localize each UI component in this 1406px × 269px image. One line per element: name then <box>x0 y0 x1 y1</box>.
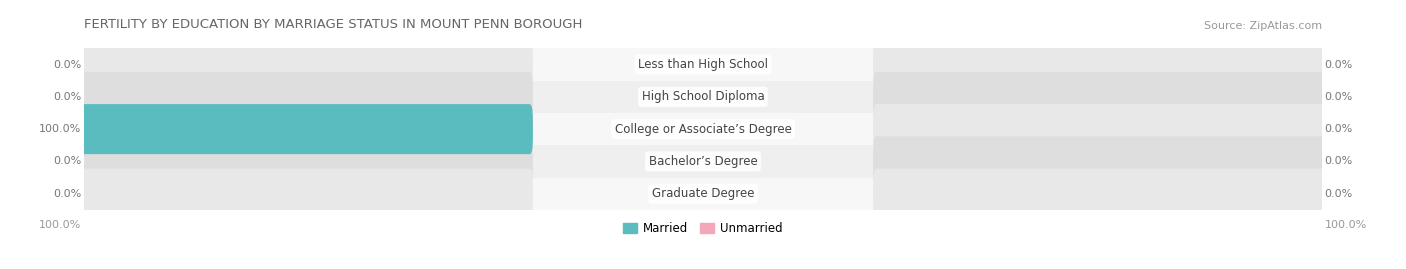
Text: 100.0%: 100.0% <box>39 124 82 134</box>
FancyBboxPatch shape <box>82 40 533 90</box>
Text: High School Diploma: High School Diploma <box>641 90 765 103</box>
Text: Graduate Degree: Graduate Degree <box>652 187 754 200</box>
Bar <box>84 145 1322 178</box>
Text: 100.0%: 100.0% <box>1324 220 1367 229</box>
FancyBboxPatch shape <box>873 104 1324 154</box>
Text: 0.0%: 0.0% <box>1324 156 1353 167</box>
FancyBboxPatch shape <box>82 169 533 219</box>
Text: 0.0%: 0.0% <box>1324 59 1353 70</box>
Legend: Married, Unmarried: Married, Unmarried <box>619 217 787 239</box>
Text: 0.0%: 0.0% <box>1324 124 1353 134</box>
Text: Source: ZipAtlas.com: Source: ZipAtlas.com <box>1204 21 1322 31</box>
FancyBboxPatch shape <box>82 136 533 186</box>
FancyBboxPatch shape <box>873 136 1324 186</box>
Bar <box>84 81 1322 113</box>
Text: 0.0%: 0.0% <box>1324 92 1353 102</box>
Text: 0.0%: 0.0% <box>53 156 82 167</box>
FancyBboxPatch shape <box>873 72 1324 122</box>
Text: 0.0%: 0.0% <box>53 59 82 70</box>
FancyBboxPatch shape <box>82 104 533 154</box>
Text: FERTILITY BY EDUCATION BY MARRIAGE STATUS IN MOUNT PENN BOROUGH: FERTILITY BY EDUCATION BY MARRIAGE STATU… <box>84 18 582 31</box>
FancyBboxPatch shape <box>873 40 1324 90</box>
FancyBboxPatch shape <box>873 169 1324 219</box>
Text: 0.0%: 0.0% <box>53 189 82 199</box>
FancyBboxPatch shape <box>82 72 533 122</box>
Text: 0.0%: 0.0% <box>1324 189 1353 199</box>
Text: Bachelor’s Degree: Bachelor’s Degree <box>648 155 758 168</box>
Bar <box>84 48 1322 81</box>
Text: 0.0%: 0.0% <box>53 92 82 102</box>
Bar <box>84 113 1322 145</box>
FancyBboxPatch shape <box>82 104 533 154</box>
Text: 100.0%: 100.0% <box>39 220 82 229</box>
Bar <box>84 178 1322 210</box>
Text: College or Associate’s Degree: College or Associate’s Degree <box>614 123 792 136</box>
Text: Less than High School: Less than High School <box>638 58 768 71</box>
